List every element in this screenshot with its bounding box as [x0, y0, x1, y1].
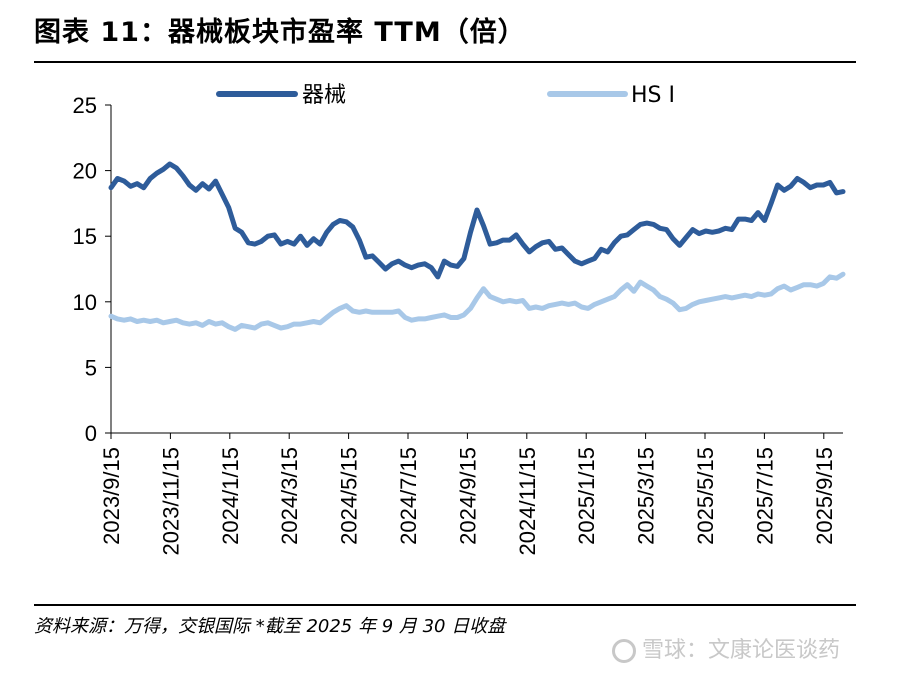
x-tick-label: 2024/5/15: [337, 447, 362, 545]
source-rule: [34, 604, 856, 606]
chart-title: 图表 11：器械板块市盈率 TTM（倍）: [34, 17, 526, 48]
y-tick-label: 25: [73, 93, 97, 118]
title-rule: [34, 61, 856, 63]
legend-label-qixie: 器械: [302, 83, 346, 108]
series-line-hsi: [108, 271, 846, 332]
y-tick-label: 0: [85, 421, 97, 446]
source-note: 资料来源：万得，交银国际 *截至 2025 年 9 月 30 日收盘: [34, 616, 506, 637]
x-tick-label: 2025/9/15: [812, 447, 837, 545]
x-tick-label: 2025/7/15: [752, 447, 777, 545]
x-tick-label: 2025/3/15: [634, 447, 659, 545]
pe-ratio-line-chart: 0 5 10 15 20 25 2023/9/15 2023/11/15 2024/1/15 20…: [73, 83, 846, 555]
legend-label-hsi: HS I: [631, 83, 675, 108]
y-tick-label: 5: [85, 355, 97, 380]
y-tick-label: 20: [73, 159, 97, 184]
y-tick-label: 10: [73, 290, 97, 315]
snowball-logo-icon: [612, 639, 636, 663]
series-line-qixie: [108, 161, 846, 280]
x-tick-label: 2025/5/15: [693, 447, 718, 545]
watermark: 雪球：文康论医谈药: [612, 632, 840, 664]
x-tick-label: 2024/3/15: [277, 447, 302, 545]
x-tick-label: 2024/1/15: [218, 447, 243, 545]
x-tick-label: 2023/9/15: [99, 447, 124, 545]
y-tick-label: 15: [73, 224, 97, 249]
x-tick-label: 2024/9/15: [455, 447, 480, 545]
x-tick-label: 2024/11/15: [515, 447, 540, 555]
x-tick-label: 2025/1/15: [574, 447, 599, 545]
x-tick-label: 2024/7/15: [396, 447, 421, 545]
x-tick-label: 2023/11/15: [158, 447, 183, 555]
watermark-text: 雪球：文康论医谈药: [642, 638, 841, 663]
